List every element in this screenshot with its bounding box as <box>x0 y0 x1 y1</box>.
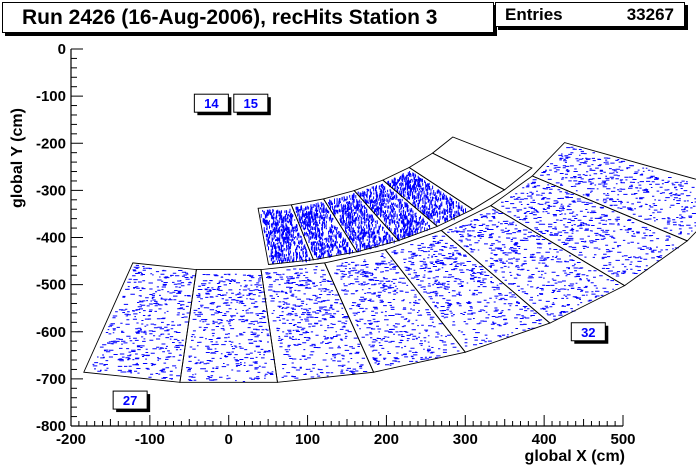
rechit-cluster <box>540 146 696 235</box>
chamber-outline <box>260 262 375 383</box>
rechit-cluster <box>391 235 543 347</box>
x-tick-label: 100 <box>295 431 320 448</box>
rechit-cluster <box>186 273 275 382</box>
x-tick-label: 200 <box>374 431 399 448</box>
chart-title-text: Run 2426 (16-Aug-2006), recHits Station … <box>22 6 438 29</box>
x-tick-label: 500 <box>610 431 635 448</box>
rechit-cluster <box>295 201 353 260</box>
chamber-label-32: 32 <box>570 322 609 344</box>
y-tick-label: 0 <box>58 41 66 58</box>
rechit-cluster <box>92 264 197 380</box>
x-tick-label: 0 <box>225 431 233 448</box>
rechit-cluster <box>328 193 395 253</box>
chamber-label-14: 14 <box>193 93 232 116</box>
chart-title: Run 2426 (16-Aug-2006), recHits Station … <box>2 2 494 33</box>
x-tick-label: 400 <box>532 431 557 448</box>
rechit-cluster <box>265 266 368 379</box>
chamber-label-box <box>570 322 606 342</box>
y-tick-label: -700 <box>36 371 66 388</box>
rechit-cluster <box>501 179 679 277</box>
y-tick-label: -800 <box>36 418 66 435</box>
y-tick-label: -200 <box>36 135 66 152</box>
x-tick-label: -100 <box>135 431 165 448</box>
chamber-label-15: 15 <box>233 93 271 116</box>
x-axis-label: global X (cm) <box>525 448 625 465</box>
stats-entries-value: 33267 <box>626 5 674 24</box>
rechit-cluster <box>447 209 619 320</box>
x-tick-label: 300 <box>453 431 478 448</box>
chamber-outlines <box>83 136 696 383</box>
chamber-label-box <box>112 390 148 410</box>
chamber-label-box <box>193 93 229 113</box>
chamber-label-27: 27 <box>112 390 151 413</box>
y-tick-label: -500 <box>36 277 66 294</box>
rechit-cluster <box>357 183 431 242</box>
rechit-cluster <box>334 253 460 366</box>
x-tick-label: -200 <box>56 431 86 448</box>
chamber-label-text: 14 <box>204 96 219 111</box>
rechit-cluster <box>260 208 311 265</box>
y-tick-label: -100 <box>36 88 66 105</box>
chamber-label-text: 32 <box>581 325 595 340</box>
chamber-label-box <box>233 93 269 113</box>
axes: -200 -100 0 100 200 300 400 500 0 -100 -200 -300 -40… <box>36 41 636 448</box>
chamber-label-text: 27 <box>123 393 137 408</box>
y-axis-label: global Y (cm) <box>9 108 26 208</box>
chamber-labels: 14 15 27 32 <box>112 93 609 413</box>
chamber-label-text: 15 <box>244 96 258 111</box>
chamber-outline <box>440 205 626 324</box>
stats-box: Entries 33267 <box>495 2 685 27</box>
y-tick-label: -300 <box>36 182 66 199</box>
y-tick-label: -600 <box>36 324 66 341</box>
rechit-cluster <box>387 171 466 225</box>
rechit-points <box>92 146 696 382</box>
stats-entries-label: Entries <box>505 5 563 24</box>
chamber-outline <box>431 136 533 191</box>
y-tick-label: -400 <box>36 230 66 247</box>
chamber-outline <box>531 142 696 242</box>
